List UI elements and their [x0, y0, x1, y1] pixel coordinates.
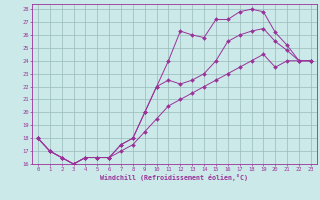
X-axis label: Windchill (Refroidissement éolien,°C): Windchill (Refroidissement éolien,°C)	[100, 174, 248, 181]
